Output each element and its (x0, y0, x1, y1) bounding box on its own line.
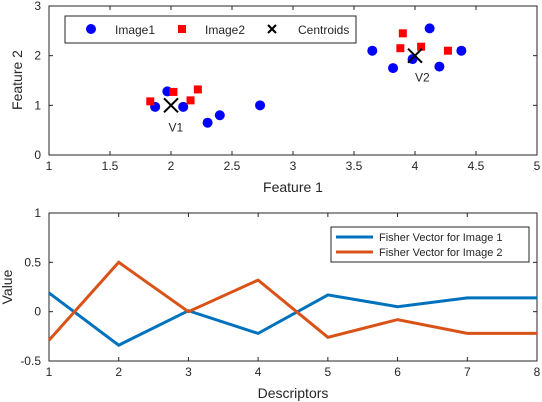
line-y-tick-label: 1 (34, 206, 41, 220)
line-series (47, 260, 537, 347)
line-x-tick-label: 7 (464, 365, 471, 379)
line-series-image2 (47, 260, 537, 342)
scatter-point-image2 (417, 42, 426, 51)
line-legend: Fisher Vector for Image 1 Fisher Vector … (330, 226, 530, 263)
scatter-y-tick-label: 0 (34, 148, 41, 162)
legend-label-image2: Image2 (205, 23, 245, 37)
line-x-tick-label: 2 (115, 365, 122, 379)
scatter-y-tick-label: 1 (34, 98, 41, 112)
scatter-point-image1 (178, 101, 189, 112)
line-x-tick-label: 4 (255, 365, 262, 379)
line-y-axis-label: Value (0, 269, 15, 304)
scatter-point-image1 (388, 63, 399, 74)
scatter-annotation-v2: V2 (415, 71, 430, 85)
legend-marker-image2 (178, 25, 186, 33)
scatter-point-image1 (456, 45, 467, 56)
line-x-tick-label: 3 (185, 365, 192, 379)
scatter-y-axis-label: Feature 2 (9, 50, 25, 110)
scatter-y-tick-label: 2 (34, 49, 41, 63)
scatter-point-image2 (443, 46, 452, 55)
scatter-annotations: V1 V2 (169, 71, 430, 135)
scatter-point-image1 (434, 61, 445, 72)
scatter-point-image2 (169, 87, 178, 96)
scatter-x-tick-label: 2 (168, 159, 175, 173)
scatter-point-centroid (407, 47, 423, 64)
legend-label-series2: Fisher Vector for Image 2 (379, 247, 503, 259)
scatter-y-ticks: 0 1 2 3 (34, 0, 537, 162)
line-y-tick-label: 0.5 (24, 255, 41, 269)
scatter-x-tick-label: 1.5 (102, 159, 119, 173)
scatter-x-ticks: 1 1.5 2 2.5 3 3.5 4 4.5 5 (46, 6, 541, 173)
scatter-point-image1 (367, 45, 378, 56)
line-y-tick-label: 0 (34, 305, 41, 319)
scatter-point-image1 (214, 110, 225, 121)
line-x-ticks: 1 2 3 4 5 6 7 8 (46, 213, 541, 379)
line-y-tick-label: -0.5 (20, 354, 41, 368)
scatter-x-tick-label: 1 (46, 159, 53, 173)
scatter-point-image1 (424, 23, 435, 34)
line-legend-box (330, 226, 530, 263)
scatter-legend: Image1 Image2 Centroids (64, 15, 357, 44)
scatter-x-tick-label: 4.5 (468, 159, 485, 173)
line-x-tick-label: 8 (534, 365, 541, 379)
scatter-point-image2 (193, 85, 202, 94)
line-x-tick-label: 1 (46, 365, 53, 379)
scatter-point-centroid (163, 97, 179, 114)
scatter-marks (146, 23, 467, 128)
scatter-point-image2 (186, 96, 195, 105)
line-plot: 1 2 3 4 5 6 7 8 -0.5 0 0.5 1 Descriptors Value Fis… (0, 206, 541, 401)
legend-label-series1: Fisher Vector for Image 1 (379, 232, 503, 244)
line-x-axis-label: Descriptors (258, 385, 329, 401)
scatter-x-axis-label: Feature 1 (263, 179, 323, 195)
line-y-ticks: -0.5 0 0.5 1 (20, 206, 537, 368)
scatter-point-image2 (398, 29, 407, 38)
scatter-point-image1 (255, 100, 266, 111)
scatter-annotation-v1: V1 (169, 121, 184, 135)
legend-marker-image1 (86, 24, 96, 34)
scatter-point-image2 (146, 97, 155, 106)
legend-label-image1: Image1 (115, 23, 155, 37)
scatter-x-tick-label: 2.5 (224, 159, 241, 173)
line-x-tick-label: 5 (325, 365, 332, 379)
line-x-tick-label: 6 (394, 365, 401, 379)
scatter-x-tick-label: 3.5 (346, 159, 363, 173)
scatter-point-image2 (396, 44, 405, 53)
legend-marker-centroids (267, 24, 277, 34)
scatter-x-tick-label: 4 (412, 159, 419, 173)
scatter-point-image1 (202, 117, 213, 128)
scatter-y-tick-label: 3 (34, 0, 41, 13)
legend-label-centroids: Centroids (298, 23, 349, 37)
line-series-image1 (48, 291, 537, 347)
scatter-x-tick-label: 3 (290, 159, 297, 173)
scatter-legend-box (64, 15, 357, 44)
scatter-x-tick-label: 5 (534, 159, 541, 173)
